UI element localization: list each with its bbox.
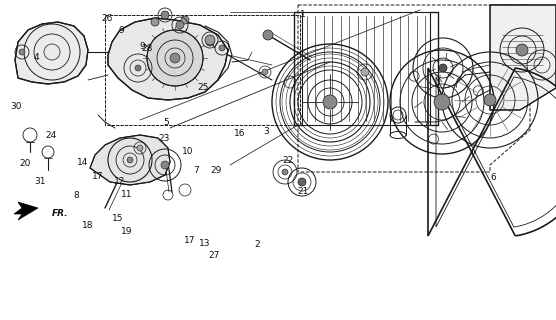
Circle shape	[151, 18, 159, 26]
Circle shape	[361, 68, 369, 76]
Text: 3: 3	[263, 127, 269, 136]
Text: 28: 28	[142, 44, 153, 53]
Circle shape	[205, 35, 215, 45]
Circle shape	[323, 95, 337, 109]
Text: 21: 21	[297, 187, 309, 196]
Text: 14: 14	[77, 158, 88, 167]
Circle shape	[262, 69, 268, 75]
Text: 24: 24	[46, 132, 57, 140]
Text: 31: 31	[34, 177, 46, 186]
Circle shape	[19, 49, 25, 55]
Polygon shape	[15, 22, 88, 84]
Polygon shape	[14, 202, 38, 220]
Polygon shape	[90, 135, 170, 185]
Circle shape	[219, 45, 225, 51]
Polygon shape	[108, 18, 228, 100]
Text: 13: 13	[199, 239, 210, 248]
Text: 9: 9	[139, 42, 145, 51]
Text: 27: 27	[208, 251, 220, 260]
Circle shape	[161, 11, 169, 19]
Text: 9: 9	[118, 26, 124, 35]
Circle shape	[434, 94, 450, 110]
Text: 16: 16	[235, 129, 246, 138]
Circle shape	[176, 21, 184, 29]
Text: 12: 12	[114, 177, 125, 186]
Text: 29: 29	[210, 166, 221, 175]
Text: FR.: FR.	[52, 209, 68, 218]
Circle shape	[439, 64, 447, 72]
Polygon shape	[490, 5, 556, 110]
Circle shape	[484, 94, 496, 106]
Circle shape	[282, 169, 288, 175]
Text: 7: 7	[193, 166, 198, 175]
Circle shape	[147, 30, 203, 86]
Text: 8: 8	[74, 191, 80, 200]
Text: 1: 1	[300, 10, 306, 19]
Circle shape	[263, 30, 273, 40]
Circle shape	[135, 65, 141, 71]
Text: 5: 5	[163, 118, 168, 127]
Circle shape	[206, 38, 214, 46]
Text: 10: 10	[182, 147, 193, 156]
Circle shape	[137, 145, 143, 151]
Circle shape	[161, 161, 169, 169]
Circle shape	[181, 16, 189, 24]
Text: 17: 17	[185, 236, 196, 245]
Text: 25: 25	[197, 83, 208, 92]
Text: 18: 18	[82, 221, 93, 230]
Text: 30: 30	[10, 102, 21, 111]
Text: 2: 2	[254, 240, 260, 249]
Text: 17: 17	[92, 172, 103, 181]
Circle shape	[516, 44, 528, 56]
Circle shape	[170, 53, 180, 63]
Text: 26: 26	[101, 14, 112, 23]
Text: 15: 15	[112, 214, 123, 223]
Text: 23: 23	[158, 134, 170, 143]
Text: 11: 11	[121, 190, 132, 199]
Circle shape	[127, 157, 133, 163]
Text: 6: 6	[491, 173, 497, 182]
Circle shape	[298, 178, 306, 186]
Text: 19: 19	[121, 227, 132, 236]
Text: 22: 22	[282, 156, 294, 165]
Text: 4: 4	[33, 53, 39, 62]
Text: 20: 20	[19, 159, 31, 168]
